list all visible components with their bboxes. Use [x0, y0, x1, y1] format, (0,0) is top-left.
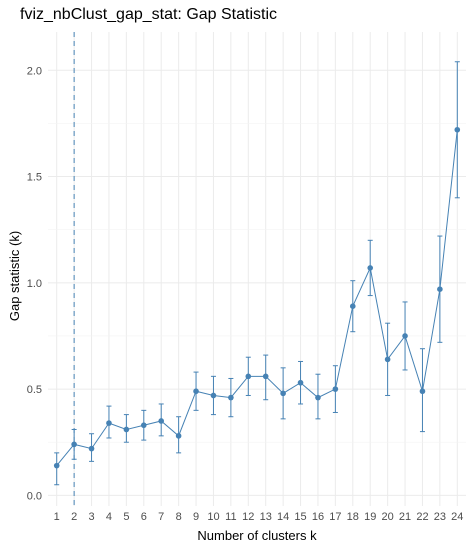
data-point [210, 392, 217, 399]
data-point [193, 388, 199, 395]
series-line-layer [56, 129, 458, 466]
data-point [53, 462, 60, 469]
data-point [367, 265, 374, 271]
x-tick-label: 8 [176, 511, 182, 523]
data-point [332, 386, 339, 392]
x-tick-label: 15 [294, 511, 306, 523]
data-point [297, 379, 304, 386]
x-tick-label: 17 [329, 511, 341, 523]
data-point [419, 388, 426, 395]
error-bars-layer [54, 61, 460, 486]
x-tick-label: 23 [434, 511, 446, 523]
x-tick-label: 10 [207, 511, 219, 523]
x-tick-label: 22 [416, 511, 428, 523]
x-tick-label: 1 [54, 511, 60, 523]
data-point [175, 433, 182, 439]
x-tick-label: 9 [193, 511, 199, 523]
data-point [402, 333, 408, 339]
x-tick-label: 18 [347, 511, 359, 523]
data-point [437, 286, 443, 292]
x-tick-label: 11 [225, 511, 236, 523]
points-layer [53, 126, 461, 469]
data-point [262, 373, 269, 380]
x-tick-label: 12 [242, 511, 254, 523]
y-tick-labels: 0.0 0.5 1.0 1.5 2.0 [27, 65, 42, 502]
y-tick-label: 0.5 [27, 384, 42, 396]
data-point [158, 418, 165, 424]
x-tick-label: 21 [399, 511, 411, 523]
data-point [228, 394, 234, 401]
data-point [280, 390, 286, 397]
x-tick-label: 7 [158, 511, 164, 523]
data-point [315, 394, 321, 401]
x-tick-label: 20 [382, 511, 394, 523]
error-bar [54, 452, 60, 486]
y-tick-label: 1.5 [27, 172, 42, 184]
data-point [454, 126, 461, 133]
x-tick-label: 24 [451, 511, 463, 523]
x-tick-label: 3 [88, 511, 94, 523]
data-point [71, 441, 77, 448]
data-point [106, 420, 112, 426]
data-point [140, 422, 147, 429]
x-axis-title: Number of clusters k [197, 528, 317, 543]
data-point [384, 356, 391, 363]
data-point [88, 445, 95, 452]
x-tick-label: 6 [141, 511, 147, 523]
x-tick-label: 14 [277, 511, 289, 523]
data-point [245, 373, 252, 380]
y-axis-title: Gap statistic (k) [7, 231, 22, 321]
x-tick-label: 5 [123, 511, 129, 523]
data-point [123, 426, 130, 433]
y-tick-label: 2.0 [27, 65, 42, 77]
x-tick-label: 4 [106, 511, 112, 523]
x-tick-label: 19 [364, 511, 376, 523]
x-tick-label: 13 [260, 511, 272, 523]
chart-title: fviz_nbClust_gap_stat: Gap Statistic [20, 6, 278, 23]
y-tick-label: 1.0 [27, 278, 42, 290]
series-line [56, 129, 458, 466]
x-tick-label: 16 [312, 511, 324, 523]
x-tick-label: 2 [71, 511, 77, 523]
grid-layer [48, 32, 466, 506]
x-tick-labels: 1 2 3 4 5 6 7 8 9 10 11 12 13 14 15 16 17 18 19 20 21 22 23 24 [54, 511, 464, 523]
y-tick-label: 0.0 [27, 490, 42, 502]
data-point [349, 303, 356, 309]
